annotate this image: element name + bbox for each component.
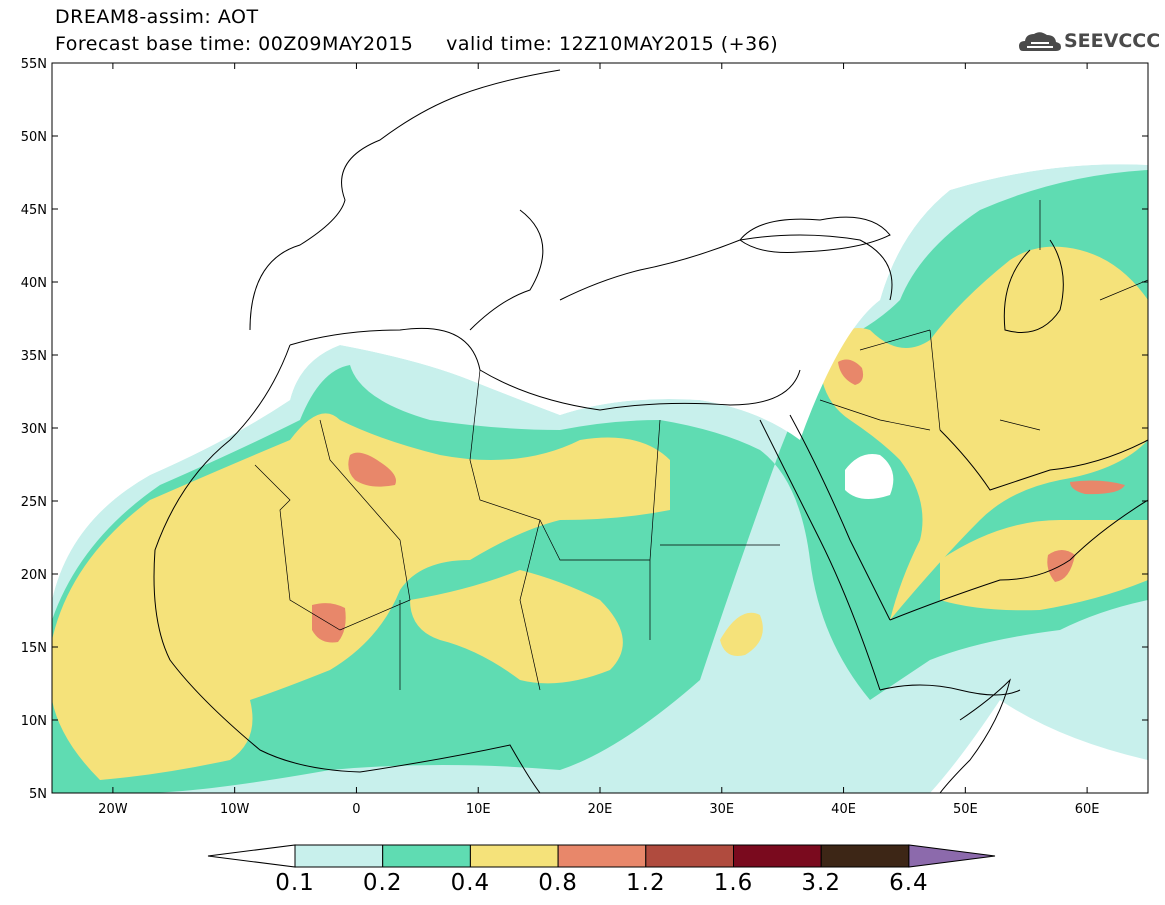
aot-band-0.8-oman — [1047, 550, 1075, 582]
lon-label-40E: 40E — [831, 802, 856, 817]
colorbar-right-arrow — [908, 844, 996, 868]
colorbar — [207, 844, 996, 868]
title-line-2: Forecast base time: 00Z09MAY2015 valid t… — [55, 33, 779, 55]
longitude-axis: 20W 10W 0 10E 20E 30E 40E 50E 60E — [98, 63, 1099, 817]
lon-label-60E: 60E — [1075, 802, 1100, 817]
colorbar-level-label: 0.2 — [362, 870, 403, 896]
coastline-caspian — [1003, 239, 1064, 333]
cloud-icon — [1019, 32, 1061, 51]
lon-label-20W: 20W — [98, 802, 128, 817]
coastline-arabia — [879, 499, 1148, 696]
lat-label-40N: 40N — [21, 276, 47, 291]
coastline-black-sea — [739, 216, 891, 253]
border-lines-middle-east — [819, 200, 1148, 431]
colorbar-segment — [469, 844, 559, 868]
lat-label-35N: 35N — [21, 349, 47, 364]
lat-label-15N: 15N — [21, 641, 47, 656]
lat-label-10N: 10N — [21, 714, 47, 729]
colorbar-level-label: 0.4 — [450, 870, 491, 896]
borders — [254, 200, 1148, 691]
clear-region-med — [52, 63, 1148, 600]
colorbar-level-label: 3.2 — [801, 870, 841, 896]
lon-label-10W: 10W — [220, 802, 250, 817]
colorbar-segment — [733, 844, 822, 868]
lat-label-50N: 50N — [21, 130, 47, 145]
colorbar-segment — [294, 844, 384, 868]
lat-label-45N: 45N — [21, 203, 47, 218]
colorbar-level-label: 6.4 — [889, 870, 929, 896]
lon-label-50E: 50E — [953, 802, 978, 817]
lat-label-55N: 55N — [21, 57, 47, 72]
lon-label-20E: 20E — [588, 802, 613, 817]
aot-band-0.4-west — [52, 413, 670, 780]
logo-text: SEEVCCC — [1064, 30, 1161, 52]
coastline-somalia — [939, 678, 1011, 793]
border-lines-sahara — [254, 369, 780, 691]
lat-label-5N: 5N — [29, 787, 47, 802]
colorbar-segment — [382, 844, 471, 868]
title-line-1: DREAM8-assim: AOT — [55, 6, 259, 28]
coastline-north-africa — [289, 327, 801, 411]
lon-label-30E: 30E — [709, 802, 734, 817]
lon-label-0: 0 — [352, 802, 360, 817]
coastlines — [153, 69, 1148, 793]
aot-band-0.8-iran — [1070, 480, 1125, 495]
colorbar-segment — [557, 844, 647, 868]
clear-region-arabia — [845, 454, 894, 499]
aot-band-0.4-east — [820, 246, 1148, 620]
latitude-axis: 55N 50N 45N 40N 35N 30N 25N 20N 15N 10N 5N — [21, 57, 1148, 802]
colorbar-level-label: 1.2 — [626, 870, 666, 896]
lon-label-10E: 10E — [466, 802, 491, 817]
lat-label-30N: 30N — [21, 422, 47, 437]
lat-label-20N: 20N — [21, 568, 47, 583]
aot-band-0.8-mali — [312, 603, 346, 643]
coastline-red-sea — [759, 414, 891, 691]
aot-band-0.4-arabia — [940, 520, 1148, 611]
aot-band-0.8-algeria — [348, 452, 396, 487]
aot-band-0.8-iraq — [838, 359, 864, 385]
colorbar-level-label: 0.8 — [538, 870, 578, 896]
aot-band-0.4-spot — [720, 612, 763, 656]
aot-field — [52, 63, 1148, 793]
colorbar-left-arrow — [207, 844, 296, 868]
colorbar-segment — [645, 844, 734, 868]
lat-label-25N: 25N — [21, 495, 47, 510]
coastline-west-africa — [153, 344, 541, 793]
colorbar-level-label: 0.1 — [275, 870, 315, 896]
colorbar-level-label: 1.6 — [713, 870, 754, 896]
colorbar-segment — [820, 844, 910, 868]
aot-band-0.4-sahel — [410, 570, 623, 684]
coastline-gulf — [939, 429, 1148, 491]
